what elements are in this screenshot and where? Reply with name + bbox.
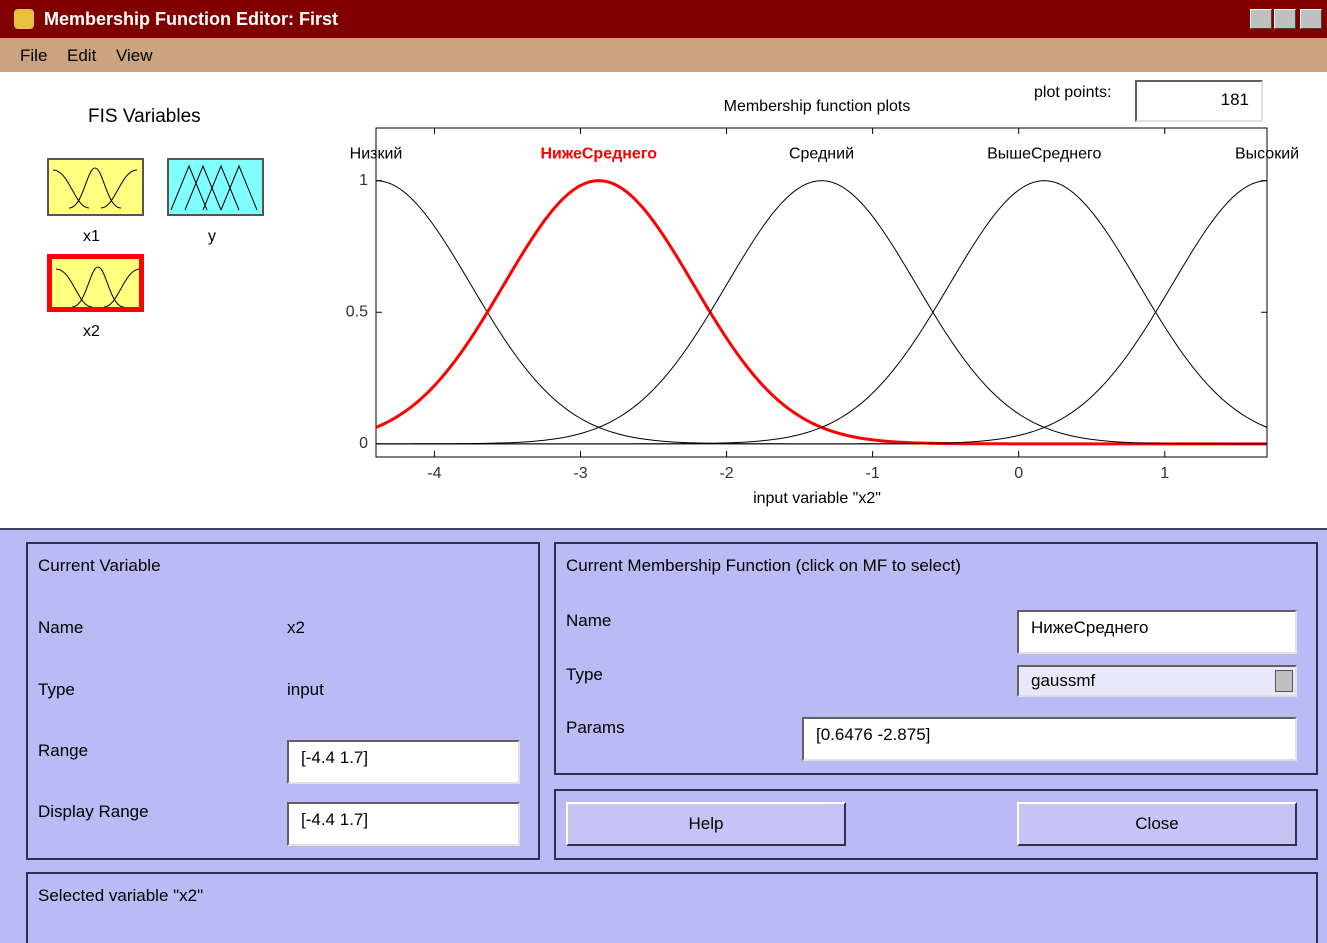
current-variable-panel bbox=[26, 542, 540, 860]
menu-item[interactable]: View bbox=[116, 46, 153, 65]
x-axis-label: input variable "x2" bbox=[753, 490, 881, 507]
mf-label: Высокий bbox=[1235, 146, 1299, 163]
plot-points-input[interactable]: 181 bbox=[1135, 80, 1263, 122]
x-tick-label: -2 bbox=[719, 465, 733, 482]
menu-bar: File Edit View bbox=[0, 38, 1327, 72]
menu-item[interactable]: Edit bbox=[67, 46, 97, 65]
mf-label: Средний bbox=[789, 146, 854, 163]
menu-item[interactable]: File bbox=[20, 46, 48, 65]
variable-name: x2 bbox=[287, 618, 305, 637]
mf-params-input[interactable]: [0.6476 -2.875] bbox=[802, 717, 1297, 761]
fis-variable-box[interactable] bbox=[167, 158, 264, 216]
x-tick-label: 1 bbox=[1160, 465, 1169, 482]
panel-title: Current Variable bbox=[38, 556, 161, 575]
maximize-button[interactable] bbox=[1274, 9, 1296, 29]
mf-params-value: [0.6476 -2.875] bbox=[816, 725, 931, 744]
mf-type-value: gaussmf bbox=[1031, 671, 1096, 690]
mf-label: Низкий bbox=[350, 146, 403, 163]
x-tick-label: -1 bbox=[866, 465, 880, 482]
plot-points-value: 181 bbox=[1220, 90, 1249, 109]
field-label: Type bbox=[38, 680, 75, 699]
range-value: [-4.4 1.7] bbox=[301, 748, 369, 767]
membership-curve bbox=[376, 180, 1268, 445]
field-label: Name bbox=[38, 618, 84, 637]
title-bar: Membership Function Editor: First bbox=[0, 0, 1327, 38]
status-text: Selected variable "x2" bbox=[38, 886, 204, 905]
button-panel bbox=[554, 789, 1318, 860]
app-icon bbox=[14, 9, 34, 29]
dropdown-arrow[interactable] bbox=[1275, 670, 1293, 692]
help-button[interactable]: Help bbox=[566, 802, 846, 846]
fis-variable-box[interactable] bbox=[47, 254, 144, 312]
fis-variable-label: x1 bbox=[83, 228, 100, 245]
mf-icon bbox=[55, 266, 141, 308]
mf-label: ВышеСреднего bbox=[987, 146, 1101, 163]
x-tick-label: 0 bbox=[1014, 465, 1023, 482]
mf-icon bbox=[52, 167, 138, 209]
window-title: Membership Function Editor: First bbox=[44, 9, 339, 29]
field-label: Display Range bbox=[38, 802, 149, 821]
fis-variable-label: y bbox=[208, 228, 216, 245]
fis-variable-box[interactable] bbox=[47, 158, 144, 216]
fis-variables-title: FIS Variables bbox=[88, 106, 201, 127]
display-range-value: [-4.4 1.7] bbox=[301, 810, 369, 829]
variable-type: input bbox=[287, 680, 324, 699]
field-label: Params bbox=[566, 718, 625, 737]
plot-points-label: plot points: bbox=[1034, 84, 1112, 101]
fis-variable-label: x2 bbox=[83, 323, 100, 340]
mf-plot: Membership function plots input variable… bbox=[346, 98, 1299, 507]
status-panel bbox=[26, 872, 1318, 943]
range-input[interactable]: [-4.4 1.7] bbox=[287, 740, 520, 784]
field-label: Type bbox=[566, 665, 603, 684]
mf-icon bbox=[170, 164, 258, 211]
close-window-button[interactable] bbox=[1300, 9, 1322, 29]
current-mf-panel bbox=[554, 542, 1318, 775]
plot-frame bbox=[375, 127, 1268, 458]
panel-title: Current Membership Function (click on MF… bbox=[566, 556, 961, 575]
x-tick-label: -3 bbox=[573, 465, 587, 482]
field-label: Range bbox=[38, 741, 89, 760]
field-label: Name bbox=[566, 611, 612, 630]
mf-name-value: НижеСреднего bbox=[1031, 618, 1149, 637]
y-tick-label: 0.5 bbox=[346, 303, 368, 320]
mf-label: НижеСреднего bbox=[540, 146, 657, 163]
mf-name-input[interactable]: НижеСреднего bbox=[1017, 610, 1297, 654]
close-button[interactable]: Close bbox=[1017, 802, 1297, 846]
plot-title: Membership function plots bbox=[724, 98, 911, 115]
y-tick-label: 1 bbox=[359, 172, 368, 189]
mf-type-dropdown[interactable]: gaussmf bbox=[1017, 665, 1297, 697]
minimize-button[interactable] bbox=[1250, 9, 1272, 29]
x-tick-label: -4 bbox=[427, 465, 441, 482]
display-range-input[interactable]: [-4.4 1.7] bbox=[287, 802, 520, 846]
y-tick-label: 0 bbox=[359, 435, 368, 452]
membership-curve bbox=[375, 180, 1268, 445]
